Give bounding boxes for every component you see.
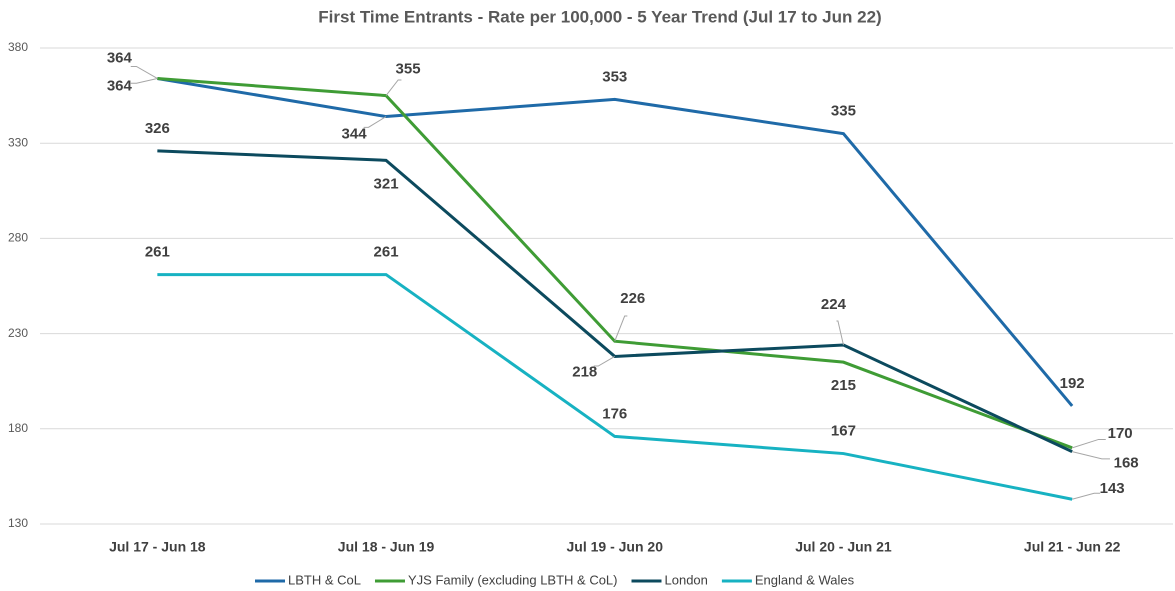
data-label: 353 — [602, 68, 627, 85]
data-label: 364 — [107, 77, 133, 94]
data-label: 218 — [572, 363, 597, 380]
leader-line — [363, 116, 387, 128]
leader-line — [1072, 451, 1110, 460]
legend-label: LBTH & CoL — [288, 572, 361, 587]
x-tick-label: Jul 18 - Jun 19 — [338, 539, 435, 555]
data-label: 321 — [374, 175, 399, 192]
y-tick-label: 280 — [8, 231, 28, 245]
data-label: 224 — [821, 296, 847, 313]
leader-line — [593, 356, 616, 367]
series-line — [157, 76, 1074, 407]
leader-line — [130, 77, 158, 84]
x-tick-label: Jul 21 - Jun 22 — [1024, 539, 1121, 555]
leader-line — [1072, 492, 1101, 500]
data-label: 176 — [602, 405, 627, 422]
x-tick-label: Jul 19 - Jun 20 — [567, 539, 664, 555]
series-line — [157, 273, 1073, 501]
y-tick-label: 330 — [8, 135, 28, 149]
chart-title: First Time Entrants - Rate per 100,000 -… — [318, 7, 881, 26]
leader-line — [385, 79, 402, 96]
legend-label: YJS Family (excluding LBTH & CoL) — [408, 572, 618, 587]
legend-label: England & Wales — [755, 572, 855, 587]
data-label: 355 — [396, 61, 421, 78]
data-label: 261 — [145, 244, 170, 261]
y-tick-label: 230 — [8, 326, 28, 340]
data-label: 215 — [831, 377, 856, 394]
series-line — [157, 76, 1073, 450]
leader-line — [130, 65, 158, 79]
x-tick-label: Jul 17 - Jun 18 — [109, 539, 206, 555]
data-label: 335 — [831, 103, 856, 120]
leader-line — [836, 320, 844, 346]
y-tick-label: 130 — [8, 516, 28, 530]
y-tick-label: 380 — [8, 40, 28, 54]
data-label: 168 — [1114, 455, 1139, 472]
data-label: 143 — [1100, 480, 1125, 497]
data-label: 226 — [620, 290, 645, 307]
data-label: 326 — [145, 120, 170, 137]
data-label: 170 — [1108, 425, 1133, 442]
data-label: 192 — [1060, 375, 1085, 392]
legend-label: London — [665, 572, 708, 587]
data-label: 344 — [342, 126, 368, 143]
data-label: 167 — [831, 423, 856, 440]
leader-line — [614, 315, 628, 342]
leader-line — [1071, 438, 1106, 449]
data-label: 261 — [374, 244, 399, 261]
y-tick-label: 180 — [8, 421, 28, 435]
x-tick-label: Jul 20 - Jun 21 — [795, 539, 892, 555]
data-label: 364 — [107, 49, 133, 66]
